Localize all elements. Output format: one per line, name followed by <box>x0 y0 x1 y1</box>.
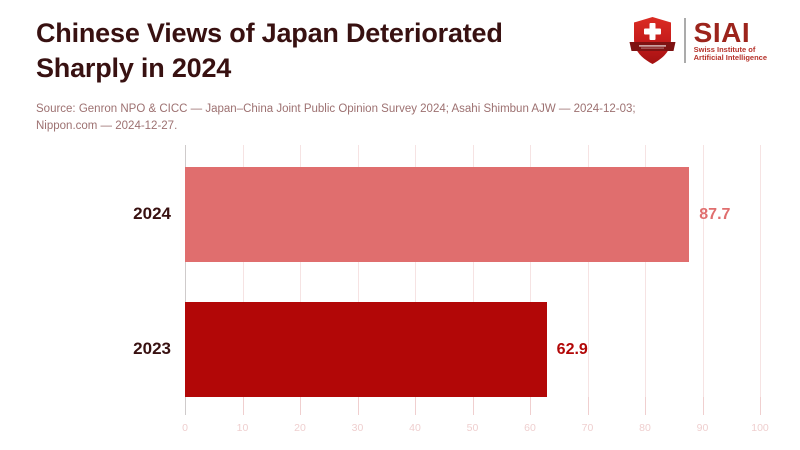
logo-divider <box>683 18 686 63</box>
axis-tick-label: 80 <box>639 422 651 434</box>
title-line-1: Chinese Views of Japan Deteriorated <box>36 18 503 48</box>
axis-tick <box>530 397 531 415</box>
logo-text: SIAI Swiss Institute of Artificial Intel… <box>693 16 767 63</box>
gridline <box>587 145 589 397</box>
gridline <box>645 145 646 397</box>
page-title: Chinese Views of Japan Deteriorated Shar… <box>36 16 503 86</box>
axis-tick-label: 70 <box>581 422 594 434</box>
gridline <box>300 145 301 397</box>
bar-2024 <box>185 167 690 262</box>
category-label-2023: 2023 <box>133 339 171 358</box>
axis-tick <box>185 397 186 415</box>
axis-tick-label: 10 <box>236 422 249 434</box>
axis-tick <box>242 397 244 415</box>
gridline <box>472 145 474 397</box>
bar-2023 <box>185 302 547 397</box>
axis-tick <box>702 397 704 415</box>
source-line-1: Source: Genron NPO & CICC — Japan–China … <box>36 103 636 115</box>
axis-tick <box>645 397 646 415</box>
siai-logo: SIAI Swiss Institute of Artificial Intel… <box>629 15 767 66</box>
axis-tick-label: 0 <box>182 422 188 434</box>
source-note: Source: Genron NPO & CICC — Japan–China … <box>36 101 636 134</box>
gridline <box>702 145 704 397</box>
gridline <box>415 145 416 397</box>
gridline <box>530 145 531 397</box>
gridline <box>760 145 761 397</box>
axis-tick-label: 100 <box>751 422 769 434</box>
axis-tick <box>587 397 589 415</box>
axis-tick-label: 90 <box>696 422 709 434</box>
swiss-shield-icon <box>629 17 676 64</box>
axis-tick-label: 30 <box>351 422 364 434</box>
gridline <box>357 145 359 397</box>
category-label-2024: 2024 <box>133 204 171 223</box>
title-line-2: Sharply in 2024 <box>36 53 232 83</box>
logo-subtitle-line-2: Artificial Intelligence <box>693 53 767 62</box>
axis-tick-label: 50 <box>466 422 479 434</box>
axis-tick <box>357 397 359 415</box>
axis-tick <box>760 397 761 415</box>
axis-tick <box>472 397 474 415</box>
axis-tick <box>415 397 416 415</box>
value-label-2024: 87.7 <box>699 206 731 223</box>
zero-axis-line <box>185 145 186 397</box>
logo-subtitle-line-1: Swiss Institute of <box>693 44 756 54</box>
axis-tick-label: 20 <box>294 422 306 434</box>
axis-tick <box>300 397 301 415</box>
axis-tick-label: 40 <box>409 422 421 434</box>
plot-area: 0 10 20 30 40 50 60 70 80 90 100 2024 87.7 2023 62.9 <box>133 145 769 434</box>
axis-tick-label: 60 <box>524 422 536 434</box>
value-label-2023: 62.9 <box>556 341 588 358</box>
gridline <box>242 145 244 397</box>
source-line-2: Nippon.com — 2024-12-27. <box>36 119 178 132</box>
logo-wordmark: SIAI <box>693 16 751 48</box>
